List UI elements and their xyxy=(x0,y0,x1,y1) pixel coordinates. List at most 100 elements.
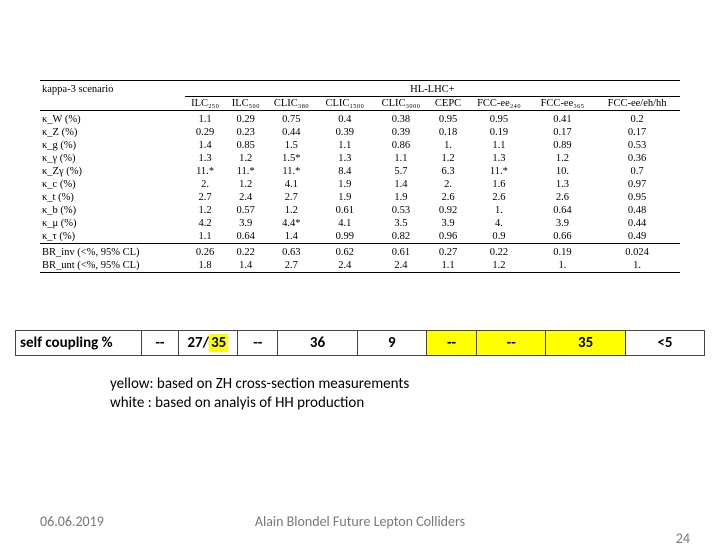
table-row: BR_unt (<%, 95% CL)1.81.42.72.42.41.11.2… xyxy=(40,259,680,273)
cell: 1.4 xyxy=(185,139,226,152)
table-row: κ_c (%)2.1.24.11.91.42.1.61.30.97 xyxy=(40,178,680,191)
row-label: BR_inv (<%, 95% CL) xyxy=(40,246,185,259)
cell: 1. xyxy=(467,204,531,217)
cell: 0.48 xyxy=(594,204,680,217)
cell: 2.7 xyxy=(185,191,226,204)
cell: 1.2 xyxy=(225,152,266,165)
footer-date: 06.06.2019 xyxy=(40,513,104,530)
cell: 0.82 xyxy=(373,230,429,244)
cell: 1.6 xyxy=(467,178,531,191)
cell: 4.4* xyxy=(266,217,317,230)
footer-page: 24 xyxy=(676,530,690,547)
col-header: CLIC₁₅₀₀ xyxy=(317,97,373,111)
cell: 0.17 xyxy=(594,126,680,139)
cell: 0.85 xyxy=(225,139,266,152)
cell: 0.64 xyxy=(225,230,266,244)
cell: 1.1 xyxy=(185,230,226,244)
cell: 0.49 xyxy=(594,230,680,244)
cell: 1.9 xyxy=(317,178,373,191)
cell: 0.19 xyxy=(531,246,595,259)
cell: 0.44 xyxy=(266,126,317,139)
self-coupling-cell: <5 xyxy=(625,330,705,356)
cell: 1.4 xyxy=(225,259,266,273)
cell: 0.29 xyxy=(225,113,266,126)
cell: 0.22 xyxy=(225,246,266,259)
cell: 0.53 xyxy=(594,139,680,152)
cell: 2.7 xyxy=(266,259,317,273)
table-row: κ_Z (%)0.290.230.440.390.390.180.190.170… xyxy=(40,126,680,139)
cell: 0.4 xyxy=(317,113,373,126)
cell: 0.53 xyxy=(373,204,429,217)
cell: 0.7 xyxy=(594,165,680,178)
cell: 0.95 xyxy=(467,113,531,126)
col-header: CEPC xyxy=(429,97,467,111)
cell: 1. xyxy=(594,259,680,273)
footer: 06.06.2019 Alain Blondel Future Lepton C… xyxy=(0,513,720,530)
cell: 2. xyxy=(429,178,467,191)
cell: 11.* xyxy=(185,165,226,178)
cell: 0.23 xyxy=(225,126,266,139)
col-header: FCC-ee₃₆₅ xyxy=(531,97,595,111)
self-coupling-row: self coupling %--27/35--369----35<5 xyxy=(15,330,705,356)
cell: 1.4 xyxy=(373,178,429,191)
cell: 1.1 xyxy=(317,139,373,152)
cell: 1.5* xyxy=(266,152,317,165)
cell: 0.27 xyxy=(429,246,467,259)
table-row: κ_g (%)1.40.851.51.10.861.1.10.890.53 xyxy=(40,139,680,152)
cell: 1.3 xyxy=(317,152,373,165)
row-label: κ_b (%) xyxy=(40,204,185,217)
cell: 0.89 xyxy=(531,139,595,152)
cell: 11.* xyxy=(467,165,531,178)
self-coupling-cell: -- xyxy=(476,330,545,356)
col-header: ILC₅₀₀ xyxy=(225,97,266,111)
cell: 0.86 xyxy=(373,139,429,152)
cell: 1.5 xyxy=(266,139,317,152)
cell: 1.2 xyxy=(531,152,595,165)
cell: 0.97 xyxy=(594,178,680,191)
col-header: FCC-ee/eh/hh xyxy=(594,97,680,111)
cell: 0.2 xyxy=(594,113,680,126)
cell: 0.024 xyxy=(594,246,680,259)
self-coupling-cell: 27/35 xyxy=(178,330,238,356)
self-coupling-cell: 36 xyxy=(277,330,356,356)
cell: 0.17 xyxy=(531,126,595,139)
cell: 2.4 xyxy=(373,259,429,273)
footer-center: Alain Blondel Future Lepton Colliders xyxy=(0,513,720,530)
cell: 1.3 xyxy=(467,152,531,165)
cell: 0.22 xyxy=(467,246,531,259)
cell: 1.9 xyxy=(373,191,429,204)
cell: 1.3 xyxy=(531,178,595,191)
self-coupling-cell: -- xyxy=(237,330,277,356)
legend-line-white: white : based on analyis of HH productio… xyxy=(110,394,409,413)
self-coupling-cell: -- xyxy=(141,330,177,356)
col-header: FCC-ee₂₄₀ xyxy=(467,97,531,111)
cell: 1.2 xyxy=(225,178,266,191)
legend: yellow: based on ZH cross-section measur… xyxy=(110,375,409,413)
cell: 0.92 xyxy=(429,204,467,217)
row-label: κ_μ (%) xyxy=(40,217,185,230)
cell: 2.6 xyxy=(467,191,531,204)
cell: 2.4 xyxy=(225,191,266,204)
cell: 1. xyxy=(531,259,595,273)
table-row: κ_W (%)1.10.290.750.40.380.950.950.410.2 xyxy=(40,113,680,126)
cell: 0.26 xyxy=(185,246,226,259)
cell: 0.36 xyxy=(594,152,680,165)
col-header: ILC₂₅₀ xyxy=(185,97,226,111)
cell: 8.4 xyxy=(317,165,373,178)
cell: 3.9 xyxy=(225,217,266,230)
cell: 3.9 xyxy=(531,217,595,230)
table-row: κ_t (%)2.72.42.71.91.92.62.62.60.95 xyxy=(40,191,680,204)
cell: 0.96 xyxy=(429,230,467,244)
cell: 0.38 xyxy=(373,113,429,126)
cell: 1.3 xyxy=(185,152,226,165)
cell: 0.41 xyxy=(531,113,595,126)
cell: 2.6 xyxy=(429,191,467,204)
cell: 3.5 xyxy=(373,217,429,230)
cell: 0.62 xyxy=(317,246,373,259)
row-label: κ_Z (%) xyxy=(40,126,185,139)
cell: 0.29 xyxy=(185,126,226,139)
table-row: κ_μ (%)4.23.94.4*4.13.53.94.3.90.44 xyxy=(40,217,680,230)
cell: 0.19 xyxy=(467,126,531,139)
self-coupling-cell: 9 xyxy=(357,330,426,356)
cell: 1.2 xyxy=(429,152,467,165)
